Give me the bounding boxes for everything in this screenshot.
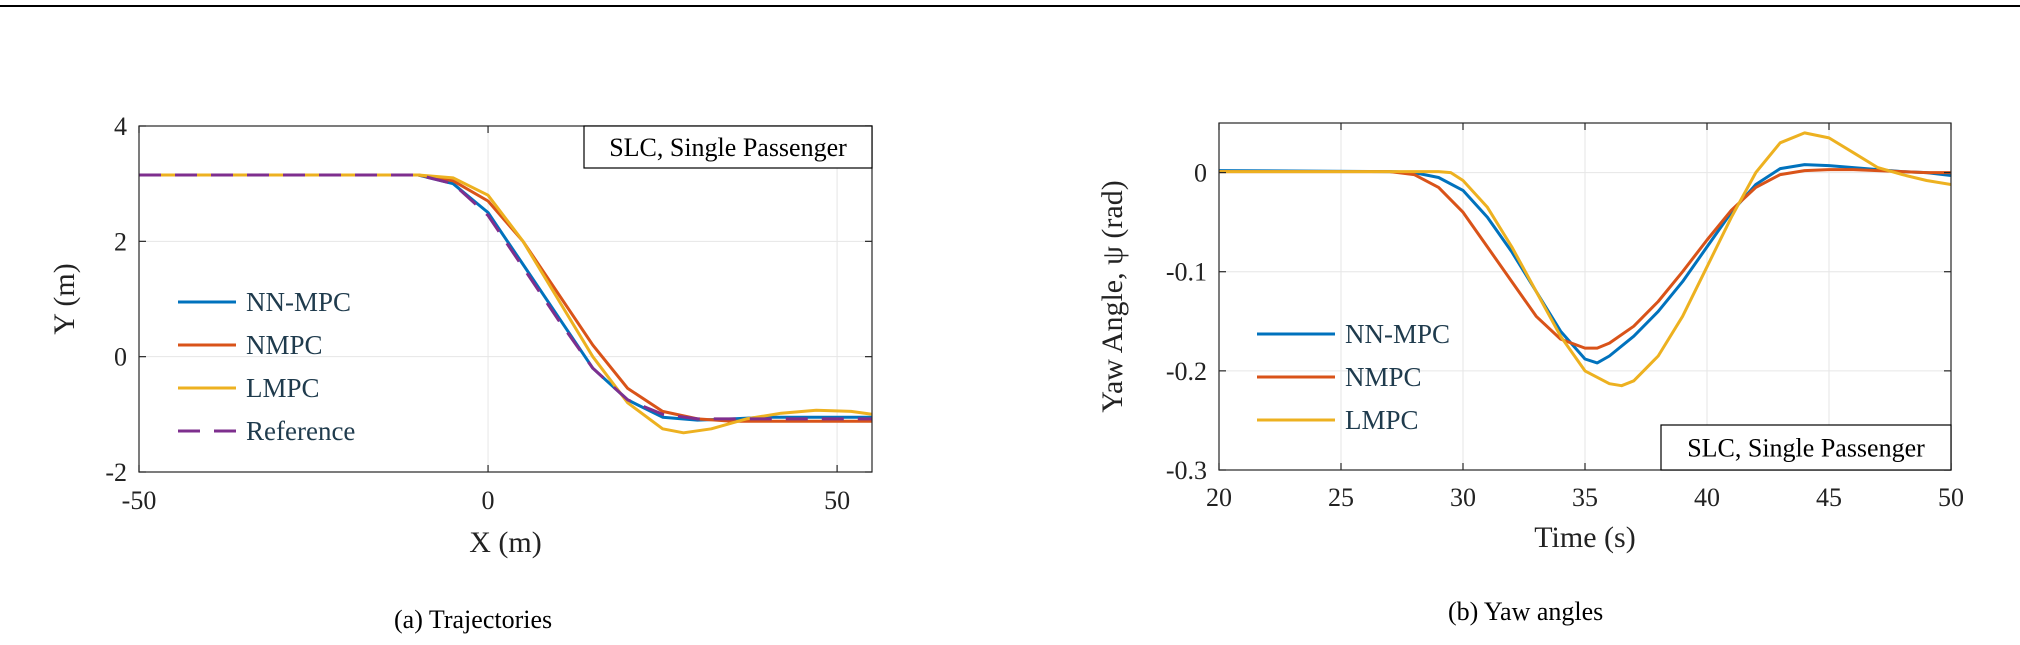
annotation-box: [1660, 424, 1952, 471]
x-tick-label-4: 40: [1694, 483, 1720, 512]
x-tick-label-2: 30: [1450, 483, 1476, 512]
legend-label-nmpc: NMPC: [1345, 362, 1422, 392]
annotation-box: [583, 125, 873, 169]
y-tick-label-3: 0: [1194, 159, 1207, 188]
x-tick-label-2: 50: [824, 486, 850, 515]
y-tick-label-1: -0.2: [1166, 357, 1207, 386]
annotation-text: SLC, Single Passenger: [1687, 434, 1925, 463]
y-tick-label-0: -0.3: [1166, 456, 1207, 485]
legend-label-lmpc: LMPC: [246, 373, 320, 403]
y-tick-label-2: -0.1: [1166, 258, 1207, 287]
legend-label-lmpc: LMPC: [1345, 405, 1419, 435]
x-tick-label-1: 0: [482, 486, 495, 515]
chart-trajectories: -50 0 50 -2 0 2 4 X (m) Y (m) SLC, Single Passeng…: [48, 112, 873, 559]
y-axis-label: Yaw Angle, ψ (rad): [1096, 180, 1129, 412]
x-axis-label: Time (s): [1534, 521, 1635, 554]
x-tick-label-6: 50: [1938, 483, 1964, 512]
x-tick-label-0: 20: [1206, 483, 1232, 512]
series-line-nmpc: [139, 173, 872, 423]
plot-frame: [138, 125, 873, 473]
caption-b: (b) Yaw angles: [1448, 597, 1604, 626]
legend-label-nmpc: NMPC: [246, 330, 323, 360]
annotation-text: SLC, Single Passenger: [609, 133, 847, 162]
caption-a: (a) Trajectories: [394, 605, 553, 634]
x-axis-label: X (m): [469, 526, 541, 559]
series-line-nmpc: [1219, 168, 1951, 350]
x-tick-label-3: 35: [1572, 483, 1598, 512]
legend-label-nn-mpc: NN-MPC: [1345, 319, 1450, 349]
y-tick-label-3: 4: [114, 112, 127, 141]
y-tick-label-0: -2: [105, 458, 127, 487]
x-tick-label-5: 45: [1816, 483, 1842, 512]
series-line-reference: [139, 173, 872, 421]
chart-yaw-angles: 20 25 30 35 40 45 50 -0.3 -0.2 -0.1 0 Time (s) Yaw A…: [1096, 122, 1964, 554]
x-tick-label-1: 25: [1328, 483, 1354, 512]
series-line-lmpc: [1219, 131, 1951, 388]
y-tick-label-1: 0: [114, 343, 127, 372]
legend-label-reference: Reference: [246, 416, 355, 446]
series-line-lmpc: [139, 173, 872, 435]
legend-label-nn-mpc: NN-MPC: [246, 287, 351, 317]
y-axis-label: Y (m): [48, 263, 81, 334]
top-rule: [0, 5, 2020, 7]
series-line-nn-mpc: [1219, 163, 1951, 365]
y-tick-label-2: 2: [114, 227, 127, 256]
x-tick-label-0: -50: [122, 486, 157, 515]
